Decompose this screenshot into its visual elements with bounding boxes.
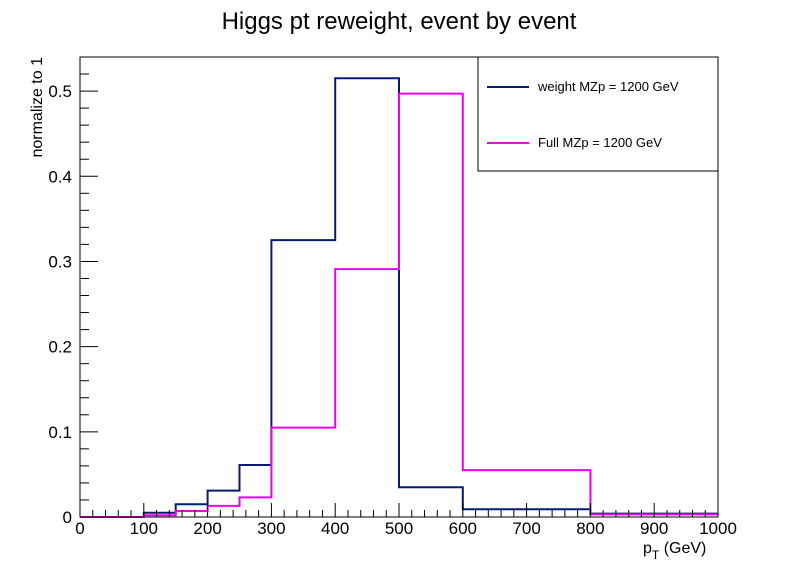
x-tick-label: 600 <box>449 519 477 538</box>
legend-label-weight: weight MZp = 1200 GeV <box>537 79 679 94</box>
x-tick-label: 200 <box>193 519 221 538</box>
y-tick-label: 0.5 <box>48 82 72 101</box>
x-tick-label: 100 <box>130 519 158 538</box>
x-axis-title-unit: (GeV) <box>659 540 706 557</box>
legend-label-full: Full MZp = 1200 GeV <box>538 135 662 150</box>
series-line-1 <box>80 92 718 518</box>
x-tick-label: 700 <box>512 519 540 538</box>
series-layer <box>80 77 718 518</box>
chart-title: Higgs pt reweight, event by event <box>222 8 577 35</box>
x-axis-title: pT (GeV) <box>643 540 706 562</box>
axis-layer: 0 100 200 300 400 500 600 700 800 900 1000 0 0.1 0.2 0… <box>48 56 737 538</box>
x-tick-label: 800 <box>576 519 604 538</box>
legend-box <box>477 56 719 172</box>
x-tick-label: 900 <box>640 519 668 538</box>
x-axis-title-sub: T <box>652 548 660 562</box>
y-tick-label: 0.3 <box>48 252 72 271</box>
y-tick-label: 0.4 <box>48 167 72 186</box>
x-tick-label: 0 <box>75 519 84 538</box>
y-axis-title: normalize to 1 <box>29 57 46 158</box>
x-tick-label: 400 <box>321 519 349 538</box>
y-tick-label: 0.2 <box>48 338 72 357</box>
x-tick-label: 1000 <box>699 519 737 538</box>
y-tick-label: 0 <box>63 508 72 527</box>
legend: weight MZp = 1200 GeV Full MZp = 1200 Ge… <box>477 56 719 172</box>
x-axis-title-main: p <box>643 540 652 557</box>
x-tick-label: 300 <box>257 519 285 538</box>
plot-frame <box>79 56 719 518</box>
y-tick-label: 0.1 <box>48 423 72 442</box>
x-tick-label: 500 <box>385 519 413 538</box>
